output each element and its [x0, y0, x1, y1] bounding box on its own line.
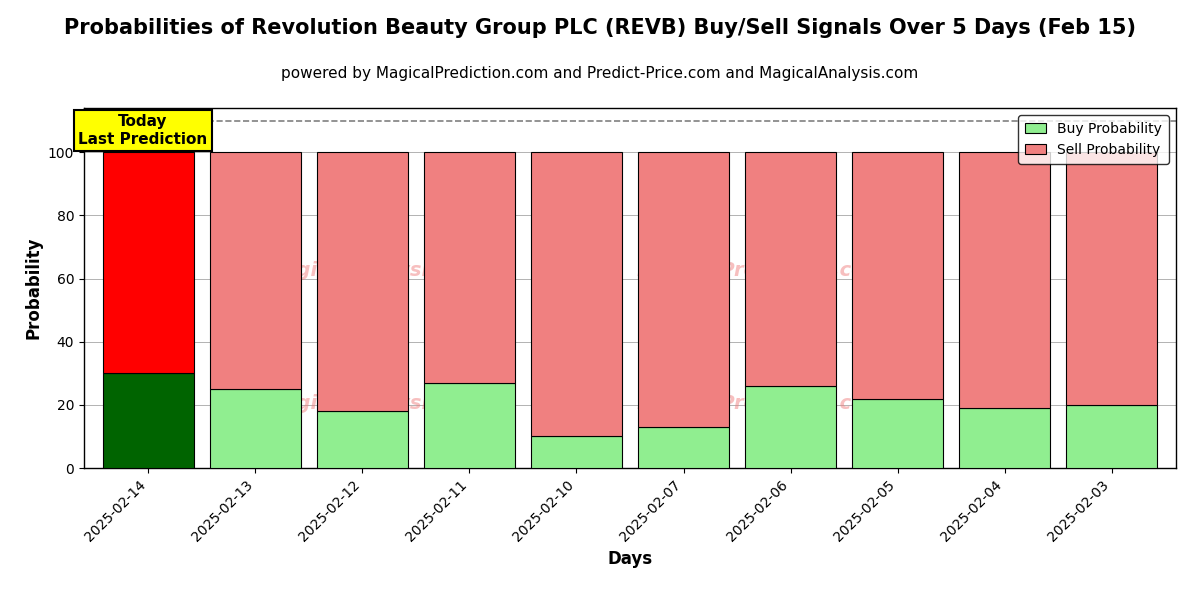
Bar	[530, 152, 622, 436]
Bar	[1067, 405, 1157, 468]
Text: MagicalPrediction.com: MagicalPrediction.com	[637, 260, 886, 280]
X-axis label: Days: Days	[607, 550, 653, 568]
Bar	[317, 411, 408, 468]
Text: powered by MagicalPrediction.com and Predict-Price.com and MagicalAnalysis.com: powered by MagicalPrediction.com and Pre…	[281, 66, 919, 81]
Bar	[424, 152, 515, 383]
Text: MagicalAnalysis.com: MagicalAnalysis.com	[265, 260, 493, 280]
Bar	[852, 398, 943, 468]
Bar	[852, 152, 943, 398]
Bar	[959, 152, 1050, 408]
Legend: Buy Probability, Sell Probability: Buy Probability, Sell Probability	[1019, 115, 1169, 164]
Bar	[317, 152, 408, 411]
Bar	[745, 386, 836, 468]
Bar	[638, 427, 730, 468]
Text: MagicalAnalysis.com: MagicalAnalysis.com	[265, 394, 493, 413]
Text: MagicalPrediction.com: MagicalPrediction.com	[637, 394, 886, 413]
Bar	[210, 389, 301, 468]
Bar	[959, 408, 1050, 468]
Bar	[1067, 152, 1157, 405]
Bar	[745, 152, 836, 386]
Text: Today
Last Prediction: Today Last Prediction	[78, 115, 208, 147]
Bar	[103, 373, 193, 468]
Bar	[210, 152, 301, 389]
Bar	[638, 152, 730, 427]
Bar	[530, 436, 622, 468]
Y-axis label: Probability: Probability	[24, 237, 42, 339]
Text: Probabilities of Revolution Beauty Group PLC (REVB) Buy/Sell Signals Over 5 Days: Probabilities of Revolution Beauty Group…	[64, 18, 1136, 38]
Bar	[103, 152, 193, 373]
Bar	[424, 383, 515, 468]
